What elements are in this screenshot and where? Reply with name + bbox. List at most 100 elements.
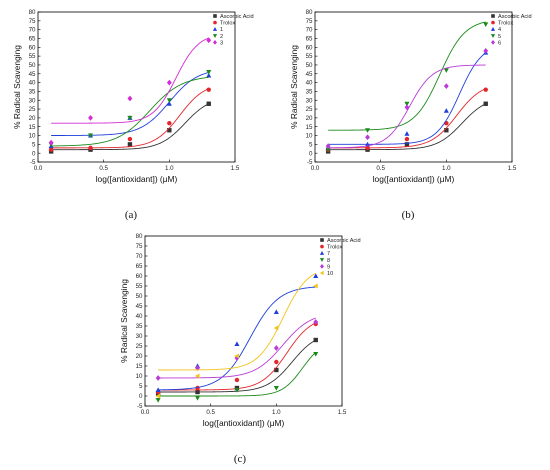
- data-point: [155, 375, 161, 381]
- y-tick-label: 30: [306, 97, 313, 104]
- y-tick-label: 70: [136, 253, 143, 260]
- y-tick-label: -5: [307, 159, 313, 166]
- data-point: [274, 359, 279, 365]
- data-point: [365, 128, 371, 133]
- y-tick-label: 65: [29, 36, 36, 43]
- legend-item-5: 5: [490, 34, 501, 40]
- data-point: [313, 352, 319, 357]
- legend-label: Ascorbic Acid: [220, 14, 254, 20]
- data-point: [365, 145, 370, 151]
- data-point: [127, 95, 133, 102]
- data-point: [404, 136, 410, 142]
- data-point: [404, 131, 410, 136]
- x-tick-label: 0.5: [376, 165, 385, 172]
- fit-curve-9: [158, 317, 316, 379]
- legend-marker: [320, 238, 324, 242]
- series-9: [155, 317, 319, 381]
- legend-marker: [491, 14, 495, 18]
- data-point: [88, 145, 93, 151]
- x-tick-label: 0.0: [141, 409, 150, 416]
- legend-item-9: 9: [320, 264, 330, 270]
- plot-frame: [37, 11, 236, 163]
- data-point: [48, 147, 54, 152]
- y-tick-label: 0: [32, 150, 36, 157]
- y-tick-label: 15: [29, 124, 36, 131]
- y-tick-label: 30: [136, 333, 143, 340]
- fit-curve-ascorbic-acid: [328, 103, 486, 151]
- y-tick-label: 80: [306, 9, 313, 16]
- y-tick-label: 5: [309, 141, 313, 148]
- data-point: [127, 136, 133, 142]
- data-point: [206, 72, 212, 78]
- series-4: [325, 49, 489, 150]
- x-tick-label: 0.0: [34, 165, 43, 172]
- x-tick-label: 1.5: [338, 409, 347, 416]
- data-point: [234, 355, 240, 361]
- legend-marker: [213, 40, 217, 45]
- y-tick-label: 5: [139, 383, 143, 390]
- legend-marker: [491, 40, 495, 45]
- legend-item-3: 3: [213, 40, 223, 46]
- y-tick-label: 10: [136, 373, 143, 380]
- legend-item-1: 1: [212, 27, 223, 33]
- data-point: [313, 283, 318, 289]
- data-point: [443, 108, 449, 113]
- data-point: [365, 134, 370, 141]
- y-tick-label: 5: [32, 141, 36, 148]
- fit-curve-1: [51, 72, 209, 136]
- y-tick-label: 45: [136, 303, 143, 310]
- data-point: [155, 393, 161, 399]
- legend-item-8: 8: [319, 258, 330, 264]
- y-tick-label: 40: [29, 80, 36, 87]
- legend-item-trolox: Trolox: [491, 21, 514, 27]
- fit-curve-7: [158, 286, 316, 391]
- y-tick-label: 70: [306, 27, 313, 34]
- y-tick-label: 65: [306, 36, 313, 43]
- data-point: [313, 337, 318, 343]
- panel-label: (c): [234, 453, 247, 465]
- y-tick-label: 0: [309, 150, 313, 157]
- legend-label: Trolox: [327, 245, 343, 251]
- data-point: [443, 83, 449, 89]
- y-tick-label: 70: [29, 27, 36, 34]
- legend-label: 8: [327, 258, 330, 264]
- data-point: [325, 143, 331, 149]
- data-point: [167, 120, 172, 126]
- y-tick-label: 65: [136, 263, 143, 270]
- y-tick-label: 50: [306, 62, 313, 69]
- legend-item-trolox: Trolox: [320, 244, 343, 251]
- y-tick-label: 80: [29, 9, 36, 16]
- y-tick-label: 35: [29, 89, 36, 96]
- legend-item-ascorbic-acid: Ascorbic Acid: [491, 14, 532, 20]
- y-tick-label: 20: [306, 115, 313, 122]
- x-axis-label: log([antioxidant]) (μM): [96, 174, 178, 184]
- legend-label: Trolox: [498, 21, 514, 27]
- series-1: [48, 72, 212, 149]
- data-point: [88, 133, 94, 139]
- legend-item-ascorbic-acid: Ascorbic Acid: [320, 238, 361, 244]
- y-tick-label: 35: [306, 89, 313, 96]
- fit-curve-8: [158, 351, 317, 397]
- legend-label: Ascorbic Acid: [327, 238, 361, 244]
- plot-frame: [314, 11, 513, 163]
- fit-curve-6: [328, 64, 486, 149]
- fit-curve-5: [328, 21, 486, 131]
- data-point: [166, 98, 172, 103]
- y-tick-label: 45: [29, 71, 36, 78]
- data-point: [313, 273, 319, 278]
- data-point: [234, 377, 240, 383]
- data-point: [195, 396, 201, 401]
- y-tick-label: 75: [136, 243, 143, 250]
- data-point: [194, 373, 200, 379]
- panel-label: (a): [125, 209, 138, 221]
- fit-curve-2: [51, 76, 209, 147]
- data-point: [273, 386, 279, 391]
- y-axis-label: % Radical Scavenging: [289, 45, 299, 129]
- legend-marker: [320, 244, 324, 249]
- y-tick-label: 60: [136, 273, 143, 280]
- y-tick-label: 50: [136, 293, 143, 300]
